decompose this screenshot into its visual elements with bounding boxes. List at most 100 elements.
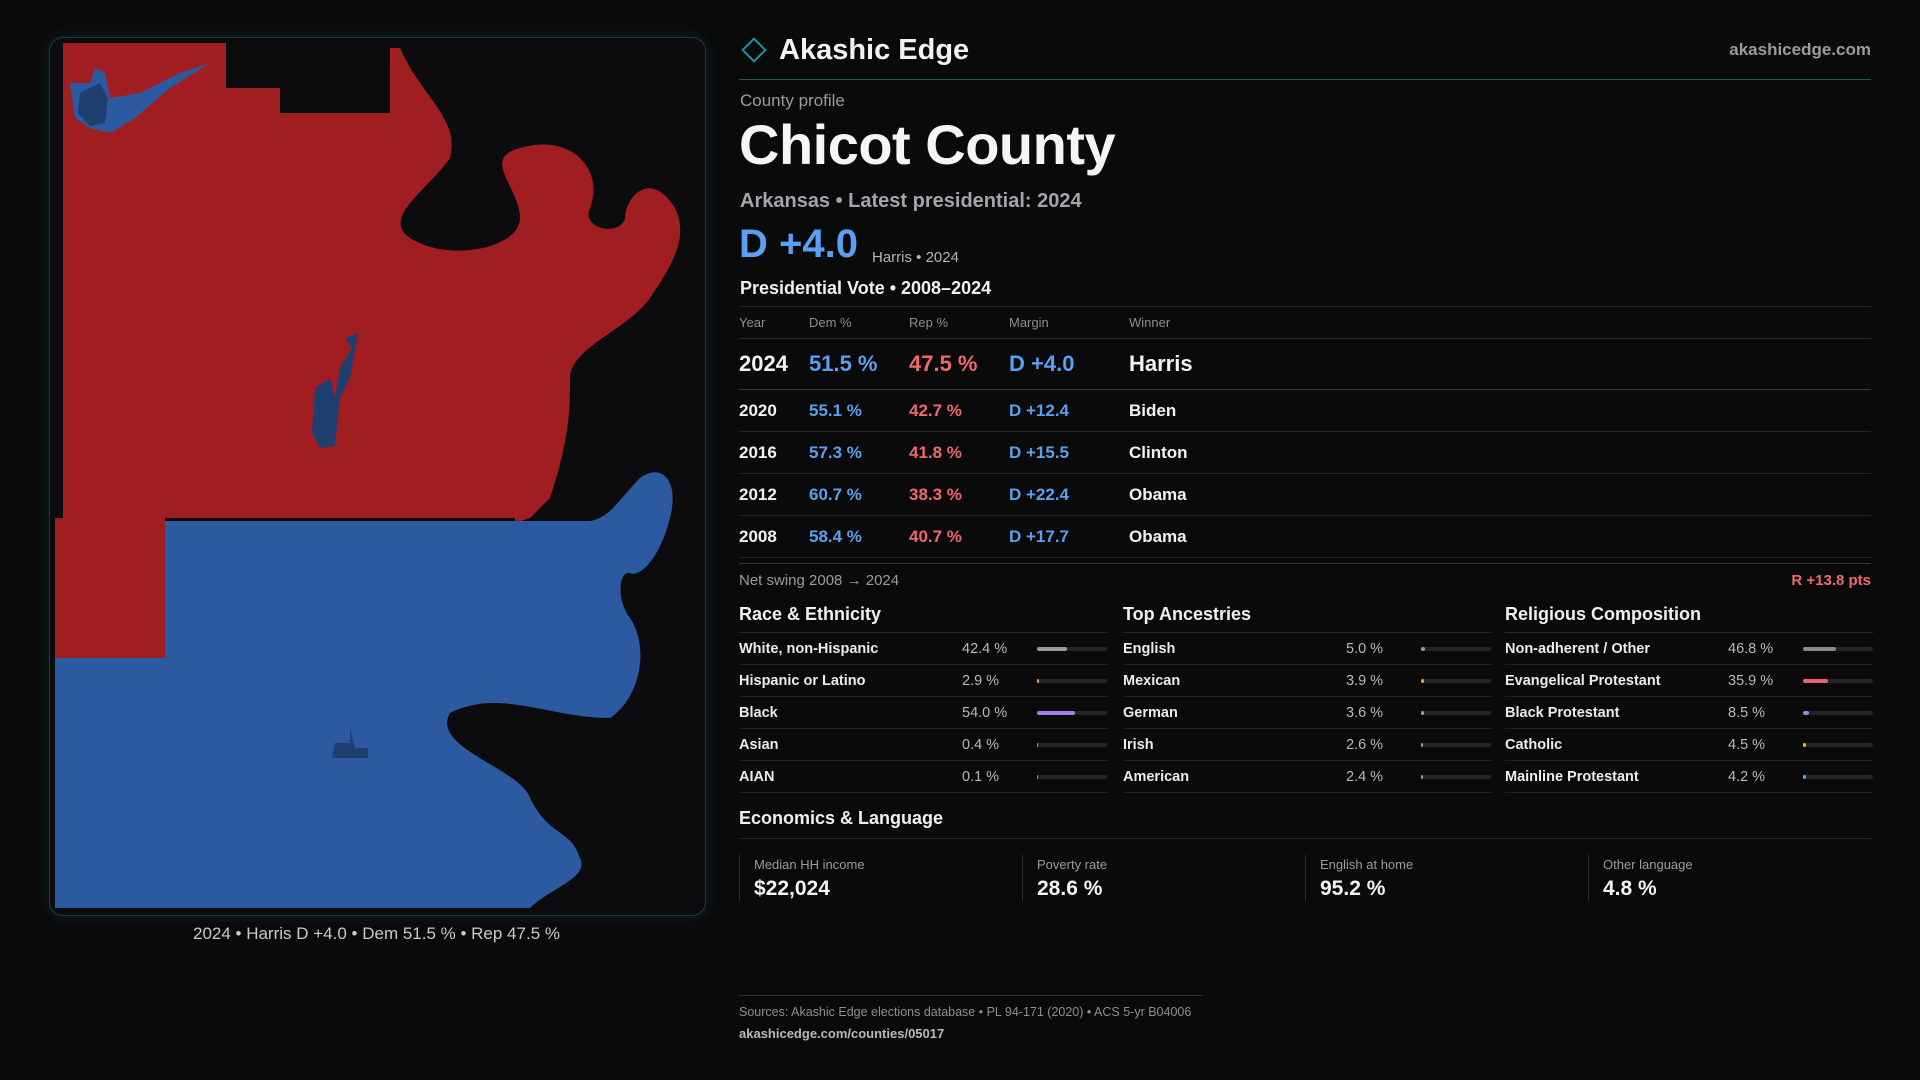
stat-value: 4.8 % bbox=[1603, 877, 1657, 900]
item-bar bbox=[1803, 742, 1873, 747]
list-item: Evangelical Protestant 35.9 % bbox=[1505, 665, 1873, 697]
item-value: 3.9 % bbox=[1346, 672, 1384, 689]
brand[interactable]: Akashic Edge bbox=[739, 30, 969, 70]
swing-divider bbox=[739, 563, 1871, 564]
item-bar-fill bbox=[1037, 678, 1040, 683]
item-bar bbox=[1421, 710, 1491, 715]
col-winner: Winner bbox=[1129, 315, 1171, 330]
table-row[interactable]: 2008 58.4 % 40.7 % D +17.7 Obama bbox=[739, 516, 1871, 558]
table-row[interactable]: 2020 55.1 % 42.7 % D +12.4 Biden bbox=[739, 390, 1871, 432]
headline-margin-note: Harris • 2024 bbox=[872, 249, 959, 266]
cell-winner: Harris bbox=[1129, 351, 1193, 376]
item-bar-fill bbox=[1421, 710, 1424, 715]
item-bar-fill bbox=[1421, 742, 1423, 747]
sources-note: Sources: Akashic Edge elections database… bbox=[739, 1005, 1192, 1019]
item-bar-fill bbox=[1803, 710, 1809, 715]
stat-card: English at home 95.2 % bbox=[1305, 855, 1588, 901]
map-block-eudora[interactable] bbox=[332, 728, 368, 758]
col-rep: Rep % bbox=[909, 315, 949, 330]
item-label: AIAN bbox=[739, 768, 775, 785]
cell-year: 2024 bbox=[739, 351, 788, 376]
list-item: Asian 0.4 % bbox=[739, 729, 1107, 761]
list-item: Non-adherent / Other 46.8 % bbox=[1505, 633, 1873, 665]
item-value: 2.9 % bbox=[962, 672, 1000, 689]
list-item: English 5.0 % bbox=[1123, 633, 1491, 665]
item-bar-fill bbox=[1803, 742, 1807, 747]
race-title: Race & Ethnicity bbox=[739, 602, 1107, 633]
cell-rep: 41.8 % bbox=[909, 442, 962, 462]
item-bar bbox=[1803, 646, 1873, 651]
religion-title: Religious Composition bbox=[1505, 602, 1873, 633]
item-bar-fill bbox=[1421, 678, 1424, 683]
item-label: White, non-Hispanic bbox=[739, 640, 879, 657]
item-value: 35.9 % bbox=[1728, 672, 1774, 689]
table-row[interactable]: 2016 57.3 % 41.8 % D +15.5 Clinton bbox=[739, 432, 1871, 474]
cell-year: 2008 bbox=[739, 526, 777, 546]
list-item: Mexican 3.9 % bbox=[1123, 665, 1491, 697]
list-item: AIAN 0.1 % bbox=[739, 761, 1107, 793]
religion-panel: Religious Composition Non-adherent / Oth… bbox=[1505, 602, 1873, 793]
table-row[interactable]: 2012 60.7 % 38.3 % D +22.4 Obama bbox=[739, 474, 1871, 516]
table-row[interactable]: 2024 51.5 % 47.5 % D +4.0 Harris bbox=[739, 339, 1871, 390]
net-swing-value: R +13.8 pts bbox=[1791, 572, 1871, 589]
footer-url-link[interactable]: akashicedge.com/counties/05017 bbox=[739, 1026, 945, 1041]
stat-value: 28.6 % bbox=[1037, 877, 1103, 900]
list-item: Irish 2.6 % bbox=[1123, 729, 1491, 761]
list-item: German 3.6 % bbox=[1123, 697, 1491, 729]
item-value: 4.5 % bbox=[1728, 736, 1766, 753]
economics-panel: Economics & Language Median HH income $2… bbox=[739, 808, 1871, 901]
item-bar-fill bbox=[1037, 742, 1039, 747]
item-bar bbox=[1421, 646, 1491, 651]
map-block-lake-village[interactable] bbox=[312, 333, 358, 448]
map-region-rep-west[interactable] bbox=[55, 518, 165, 658]
item-bar bbox=[1803, 678, 1873, 683]
page-subtitle: Arkansas • Latest presidential: 2024 bbox=[740, 190, 1082, 212]
cell-dem: 51.5 % bbox=[809, 351, 878, 376]
net-swing: Net swing 2008 → 2024 R +13.8 pts bbox=[739, 572, 1871, 589]
results-header-row: Year Dem % Rep % Margin Winner bbox=[739, 307, 1871, 339]
item-bar-fill bbox=[1803, 678, 1829, 683]
list-item: American 2.4 % bbox=[1123, 761, 1491, 793]
net-swing-label: Net swing 2008 → 2024 bbox=[739, 572, 900, 589]
item-bar-fill bbox=[1037, 646, 1067, 651]
ancestry-title: Top Ancestries bbox=[1123, 602, 1491, 633]
cell-year: 2012 bbox=[739, 484, 777, 504]
col-margin: Margin bbox=[1009, 315, 1049, 330]
item-bar-fill bbox=[1037, 710, 1075, 715]
header-divider bbox=[739, 79, 1871, 80]
item-bar-fill bbox=[1803, 646, 1836, 651]
item-value: 46.8 % bbox=[1728, 640, 1774, 657]
cell-margin: D +22.4 bbox=[1009, 484, 1070, 504]
page-title: Chicot County bbox=[739, 113, 1116, 176]
map-region-rep-north[interactable] bbox=[63, 43, 681, 523]
brand-url-link[interactable]: akashicedge.com bbox=[1729, 40, 1871, 59]
list-item: Mainline Protestant 4.2 % bbox=[1505, 761, 1873, 793]
cell-winner: Obama bbox=[1129, 526, 1187, 546]
county-map bbox=[55, 43, 681, 908]
item-label: Black Protestant bbox=[1505, 704, 1620, 721]
item-value: 42.4 % bbox=[962, 640, 1008, 657]
map-block-northwest-core[interactable] bbox=[78, 83, 108, 126]
list-item: Black 54.0 % bbox=[739, 697, 1107, 729]
list-item: Hispanic or Latino 2.9 % bbox=[739, 665, 1107, 697]
brand-name: Akashic Edge bbox=[779, 33, 970, 66]
item-value: 8.5 % bbox=[1728, 704, 1766, 721]
item-label: Evangelical Protestant bbox=[1505, 672, 1661, 689]
item-bar bbox=[1421, 678, 1491, 683]
cell-rep: 40.7 % bbox=[909, 526, 962, 546]
results-divider bbox=[739, 306, 1871, 307]
cell-margin: D +12.4 bbox=[1009, 400, 1070, 420]
map-region-dem-south[interactable] bbox=[55, 472, 673, 908]
col-dem: Dem % bbox=[809, 315, 852, 330]
item-label: Mainline Protestant bbox=[1505, 768, 1639, 785]
item-label: Black bbox=[739, 704, 778, 721]
cell-margin: D +15.5 bbox=[1009, 442, 1070, 462]
cell-dem: 58.4 % bbox=[809, 526, 862, 546]
item-label: Non-adherent / Other bbox=[1505, 640, 1651, 657]
county-map-panel bbox=[49, 37, 706, 916]
cell-winner: Biden bbox=[1129, 400, 1177, 420]
item-bar bbox=[1037, 678, 1107, 683]
stat-label: Median HH income bbox=[754, 857, 865, 872]
cell-year: 2020 bbox=[739, 400, 777, 420]
cell-dem: 60.7 % bbox=[809, 484, 862, 504]
